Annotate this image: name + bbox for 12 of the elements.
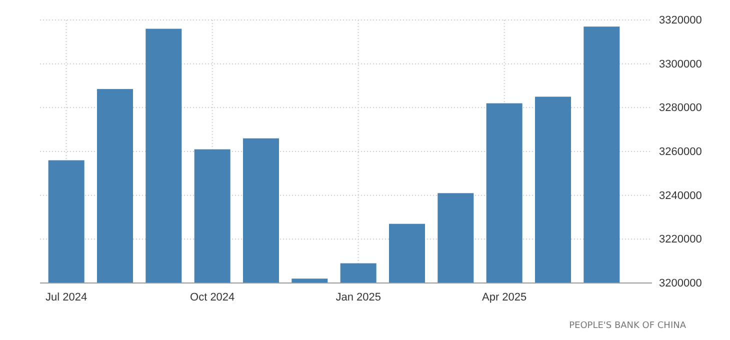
y-tick-label: 3200000 xyxy=(659,278,702,290)
x-tick-label: Oct 2024 xyxy=(190,291,235,304)
y-tick-label: 3300000 xyxy=(659,58,702,70)
x-tick-label: Apr 2025 xyxy=(482,291,527,304)
y-tick-label: 3260000 xyxy=(659,146,702,158)
y-tick-label: 3320000 xyxy=(659,14,702,27)
y-tick-label: 3240000 xyxy=(659,190,702,202)
y-tick-label: 3220000 xyxy=(659,234,702,246)
x-tick-label: Jan 2025 xyxy=(336,291,381,304)
y-tick-label: 3280000 xyxy=(659,102,702,114)
x-tick-label: Jul 2024 xyxy=(46,291,88,304)
text: PEOPLE'S BANK OF CHINA xyxy=(569,321,687,331)
